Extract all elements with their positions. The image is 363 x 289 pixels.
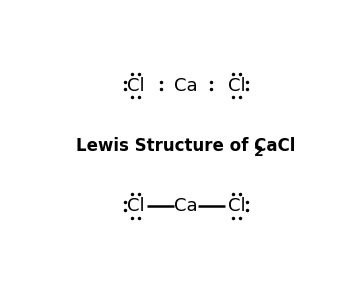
Text: Lewis Structure of CaCl: Lewis Structure of CaCl — [76, 137, 296, 155]
Text: Ca: Ca — [174, 197, 198, 215]
Text: Cl: Cl — [228, 197, 245, 215]
Text: Cl: Cl — [127, 77, 144, 95]
Text: Ca: Ca — [174, 77, 198, 95]
Text: Cl: Cl — [228, 77, 245, 95]
Text: Cl: Cl — [127, 197, 144, 215]
Text: 2: 2 — [253, 145, 263, 159]
